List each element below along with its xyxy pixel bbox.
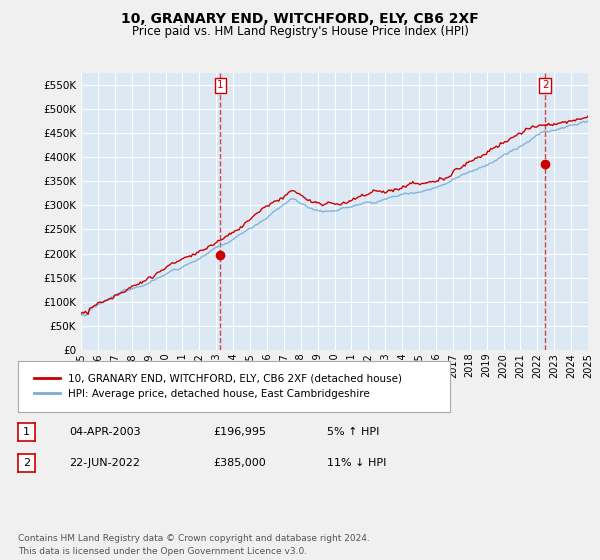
Text: 10, GRANARY END, WITCHFORD, ELY, CB6 2XF: 10, GRANARY END, WITCHFORD, ELY, CB6 2XF [121, 12, 479, 26]
Text: 2: 2 [542, 80, 548, 90]
Text: 1: 1 [23, 427, 30, 437]
Legend: 10, GRANARY END, WITCHFORD, ELY, CB6 2XF (detached house), HPI: Average price, d: 10, GRANARY END, WITCHFORD, ELY, CB6 2XF… [28, 367, 409, 405]
Text: 1: 1 [217, 80, 224, 90]
Text: Contains HM Land Registry data © Crown copyright and database right 2024.
This d: Contains HM Land Registry data © Crown c… [18, 534, 370, 556]
Text: Price paid vs. HM Land Registry's House Price Index (HPI): Price paid vs. HM Land Registry's House … [131, 25, 469, 38]
Text: 11% ↓ HPI: 11% ↓ HPI [327, 458, 386, 468]
Text: 04-APR-2003: 04-APR-2003 [69, 427, 140, 437]
Text: 5% ↑ HPI: 5% ↑ HPI [327, 427, 379, 437]
Text: 22-JUN-2022: 22-JUN-2022 [69, 458, 140, 468]
Text: £196,995: £196,995 [213, 427, 266, 437]
Text: 2: 2 [23, 458, 30, 468]
Text: £385,000: £385,000 [213, 458, 266, 468]
